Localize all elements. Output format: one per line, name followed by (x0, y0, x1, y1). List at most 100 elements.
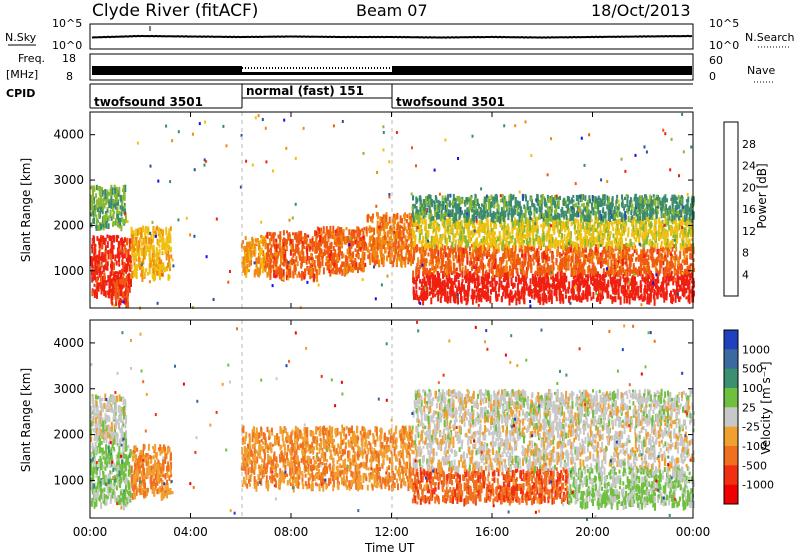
power-cell (571, 256, 573, 260)
power-cell (533, 288, 535, 293)
freq-band-3 (392, 66, 692, 75)
power-cell (96, 292, 98, 299)
power-cell (426, 295, 428, 298)
power-cell (95, 193, 97, 198)
power-cell (96, 217, 98, 224)
power-cell (688, 222, 690, 227)
power-cell (511, 227, 513, 234)
power-cell (126, 264, 128, 269)
power-cell (635, 267, 637, 274)
power-cell (343, 229, 345, 232)
power-cell (112, 215, 114, 219)
power-cell (514, 218, 516, 224)
power-cell (491, 267, 493, 274)
power-cell (393, 242, 395, 247)
power-cell (482, 269, 484, 277)
power-cell (330, 263, 332, 268)
power-cell (97, 283, 99, 290)
power-cell (602, 240, 604, 244)
power-cell (605, 251, 607, 259)
power-cell (346, 227, 348, 230)
power-cell (565, 295, 567, 299)
power-cell (265, 240, 267, 246)
power-cell (389, 217, 391, 224)
power-cell (524, 260, 526, 265)
power-cell (617, 279, 619, 284)
power-cell (325, 234, 327, 240)
power-cell (595, 247, 597, 253)
power-cell (413, 230, 415, 237)
power-cell (155, 259, 157, 264)
power-cell (481, 253, 483, 259)
power-cell (566, 235, 568, 239)
power-cell (338, 257, 340, 262)
power-cell (512, 265, 514, 273)
power-cell (451, 282, 453, 286)
power-cell (107, 261, 109, 266)
power-cell (247, 243, 249, 247)
power-cell (575, 219, 577, 225)
power-cell (346, 238, 348, 243)
power-cell (633, 232, 635, 239)
power-cell (132, 252, 134, 257)
power-cell (94, 284, 96, 287)
power-cell (583, 294, 585, 300)
power-cell (110, 272, 112, 276)
power-cell (275, 257, 277, 262)
power-cell (654, 218, 656, 225)
power-cell (454, 233, 456, 238)
power-cell (333, 246, 335, 251)
power-cell (641, 227, 643, 230)
power-cell (116, 260, 118, 263)
power-cell (314, 260, 316, 267)
power-cell (580, 233, 582, 239)
power-cell (564, 229, 566, 232)
power-cell (294, 236, 296, 240)
power-cell (556, 222, 558, 227)
power-cell (571, 288, 573, 293)
power-cell (517, 283, 519, 289)
power-cell (273, 273, 275, 278)
power-cell (515, 292, 517, 295)
power-cell (343, 254, 345, 258)
power-cell (313, 273, 315, 281)
power-cell (472, 254, 474, 259)
power-cell (107, 194, 109, 202)
power-cell (135, 237, 137, 241)
power-cell (380, 253, 382, 257)
power-cell (688, 238, 690, 244)
power-cell (638, 255, 640, 259)
power-cell (684, 291, 686, 296)
power-cell (517, 289, 519, 297)
power-cell (543, 264, 545, 271)
power-cell (431, 249, 433, 257)
power-cell (372, 247, 374, 254)
power-cell (454, 278, 456, 284)
power-cell (537, 267, 539, 272)
power-cell (429, 278, 431, 283)
power-cell (98, 198, 100, 202)
power-cell (645, 271, 647, 278)
power-cell (166, 244, 168, 249)
power-cell (677, 277, 679, 282)
power-cell (421, 259, 423, 263)
power-cell (438, 228, 440, 232)
power-cell (687, 233, 689, 237)
power-cell (120, 195, 122, 201)
power-cell (410, 228, 412, 233)
power-cell (649, 229, 651, 233)
power-cell (108, 216, 110, 221)
power-cell (455, 239, 457, 243)
power-cell (98, 225, 100, 231)
power-cell (117, 295, 119, 300)
power-cell (574, 226, 576, 230)
power-cell (378, 239, 380, 243)
power-cell (167, 262, 169, 267)
power-cell (249, 261, 251, 266)
power-cell (544, 270, 546, 277)
power-cell (414, 223, 416, 227)
power-cell (619, 269, 621, 274)
power-cell (305, 234, 307, 239)
power-cell (101, 252, 103, 259)
